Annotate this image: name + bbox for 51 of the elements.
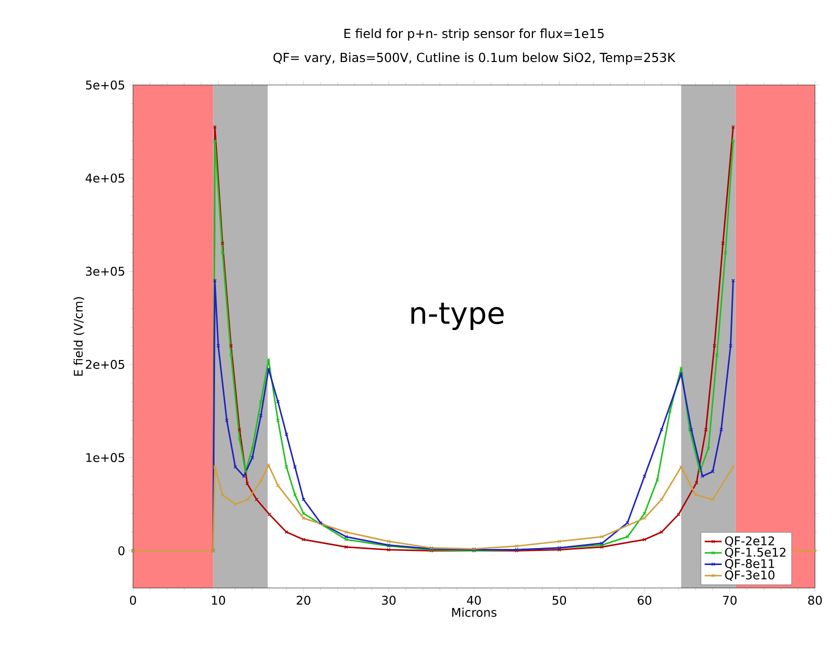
x-tick-label: 40	[466, 596, 481, 605]
point	[642, 538, 646, 542]
point	[224, 418, 229, 422]
chart-title: E field for p+n- strip sensor for flux=1e15	[344, 28, 604, 41]
legend-label: QF-8e11	[725, 559, 774, 570]
point	[238, 437, 242, 441]
y-axis-title: E field (V/cm)	[74, 297, 84, 376]
point	[213, 278, 217, 282]
x-tick-label: 20	[296, 596, 310, 605]
x-tick-label: 50	[552, 596, 566, 605]
x-tick-label: 0	[130, 596, 136, 605]
legend-label: QF-3e10	[725, 570, 774, 581]
point	[731, 465, 735, 469]
point	[386, 548, 391, 552]
annotation: n-type	[411, 302, 504, 330]
chart-subtitle: QF= vary, Bias=500V, Cutline is 0.1um below SiO2, Temp=253K	[273, 52, 676, 65]
point	[266, 367, 270, 371]
y-tick-label: 2e+05	[86, 360, 124, 369]
y-tick-label: 1e+05	[86, 453, 124, 462]
x-tick-label: 70	[723, 596, 737, 605]
point	[238, 428, 242, 432]
point	[514, 544, 518, 548]
y-tick-label: 4e+05	[86, 174, 124, 183]
point	[213, 125, 217, 129]
point	[642, 512, 646, 516]
point	[266, 463, 270, 467]
point	[216, 344, 220, 348]
point	[302, 498, 306, 502]
y-tick-label: 0	[118, 546, 124, 556]
y-tick-label: 5e+05	[86, 80, 124, 90]
point	[344, 530, 348, 534]
x-axis-title: Microns	[452, 608, 496, 617]
x-tick-label: 30	[382, 596, 396, 605]
legend-label: QF-2e12	[725, 536, 774, 547]
point	[704, 428, 708, 432]
point	[698, 470, 702, 474]
legend-label: QF-1.5e12	[725, 548, 786, 558]
point	[302, 538, 306, 542]
x-tick-label: 10	[212, 596, 226, 605]
point	[660, 530, 664, 534]
point	[679, 366, 683, 370]
point	[284, 530, 288, 534]
x-tick-label: 80	[808, 596, 822, 605]
point	[213, 465, 217, 469]
point	[259, 414, 263, 418]
y-tick-label: 3e+05	[86, 266, 124, 276]
point	[244, 470, 248, 474]
x-tick-label: 60	[638, 596, 652, 605]
point	[794, 548, 798, 553]
point	[302, 512, 306, 516]
point	[213, 139, 217, 143]
